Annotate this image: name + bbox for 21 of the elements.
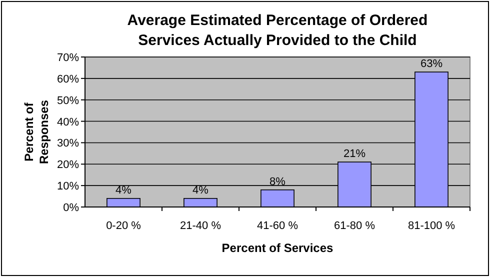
x-tick-label: 61-80 % [334, 220, 376, 232]
data-label: 21% [343, 148, 366, 160]
y-tick-label: 20% [56, 159, 80, 172]
data-label: 4% [116, 184, 132, 196]
y-axis-title: Percent of Responses [22, 100, 51, 164]
x-tick-label: 41-60 % [257, 220, 298, 232]
chart-title: Average Estimated Percentage of Ordered Services Actually Provided to the Child [127, 12, 428, 49]
x-tick-label: 21-40 % [180, 220, 222, 232]
y-tick-label: 60% [56, 73, 80, 86]
data-label: 4% [192, 184, 209, 196]
x-tick-label: 81-100 % [408, 220, 456, 232]
y-tick-label: 0% [63, 202, 80, 214]
x-axis-title: Percent of Services [222, 241, 334, 255]
y-tick-label: 10% [56, 180, 80, 193]
y-tick-label: 30% [56, 138, 80, 150]
y-tick-label: 50% [56, 94, 80, 107]
y-tick-label: 70% [56, 52, 80, 64]
x-tick-label: 0-20 % [106, 220, 142, 232]
y-tick-label: 40% [56, 116, 80, 128]
data-label: 63% [420, 58, 443, 70]
data-label: 8% [270, 176, 286, 188]
